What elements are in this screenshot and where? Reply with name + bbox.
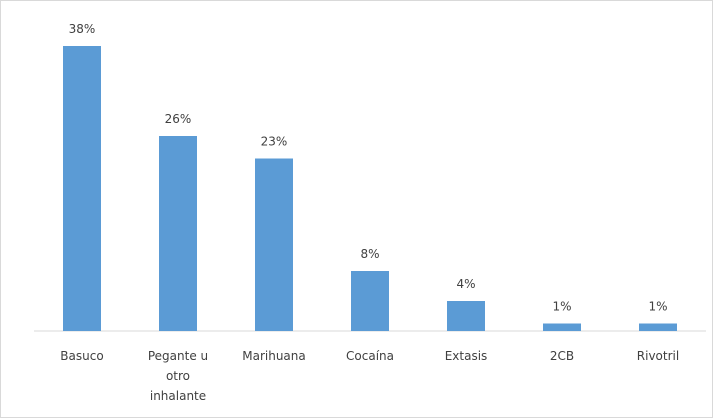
bar-5 xyxy=(543,323,581,331)
category-label-2: Marihuana xyxy=(242,349,306,363)
bar-2 xyxy=(255,158,293,331)
bar-1 xyxy=(159,136,197,331)
category-label-line: Cocaína xyxy=(346,349,394,363)
bar-4 xyxy=(447,301,485,331)
bar-6 xyxy=(639,323,677,331)
bar-3 xyxy=(351,271,389,331)
data-label-6: 1% xyxy=(648,300,667,314)
category-label-line: 2CB xyxy=(550,349,574,363)
category-label-0: Basuco xyxy=(60,349,103,363)
category-label-line: Extasis xyxy=(445,349,488,363)
category-label-line: Marihuana xyxy=(242,349,306,363)
category-label-5: 2CB xyxy=(550,349,574,363)
data-label-2: 23% xyxy=(261,135,288,149)
category-label-line: Rivotril xyxy=(637,349,679,363)
category-label-3: Cocaína xyxy=(346,349,394,363)
data-label-5: 1% xyxy=(552,300,571,314)
category-label-line: Basuco xyxy=(60,349,103,363)
category-label-1: Pegante u otro inhalante xyxy=(148,349,208,403)
category-label-6: Rivotril xyxy=(637,349,679,363)
category-label-line: inhalante xyxy=(150,389,206,403)
category-label-line: otro xyxy=(166,369,190,383)
bar-0 xyxy=(63,46,101,331)
data-labels-group: 38% 26% 23% 8% 4% 1% 1% xyxy=(69,22,668,314)
category-label-4: Extasis xyxy=(445,349,488,363)
bars-group xyxy=(63,46,677,331)
data-label-4: 4% xyxy=(456,277,475,291)
category-label-line: Pegante u xyxy=(148,349,208,363)
data-label-1: 26% xyxy=(165,112,192,126)
data-label-0: 38% xyxy=(69,22,96,36)
data-label-3: 8% xyxy=(360,247,379,261)
category-labels-group: Basuco Pegante u otro inhalante Marihuana Coc… xyxy=(60,349,679,403)
